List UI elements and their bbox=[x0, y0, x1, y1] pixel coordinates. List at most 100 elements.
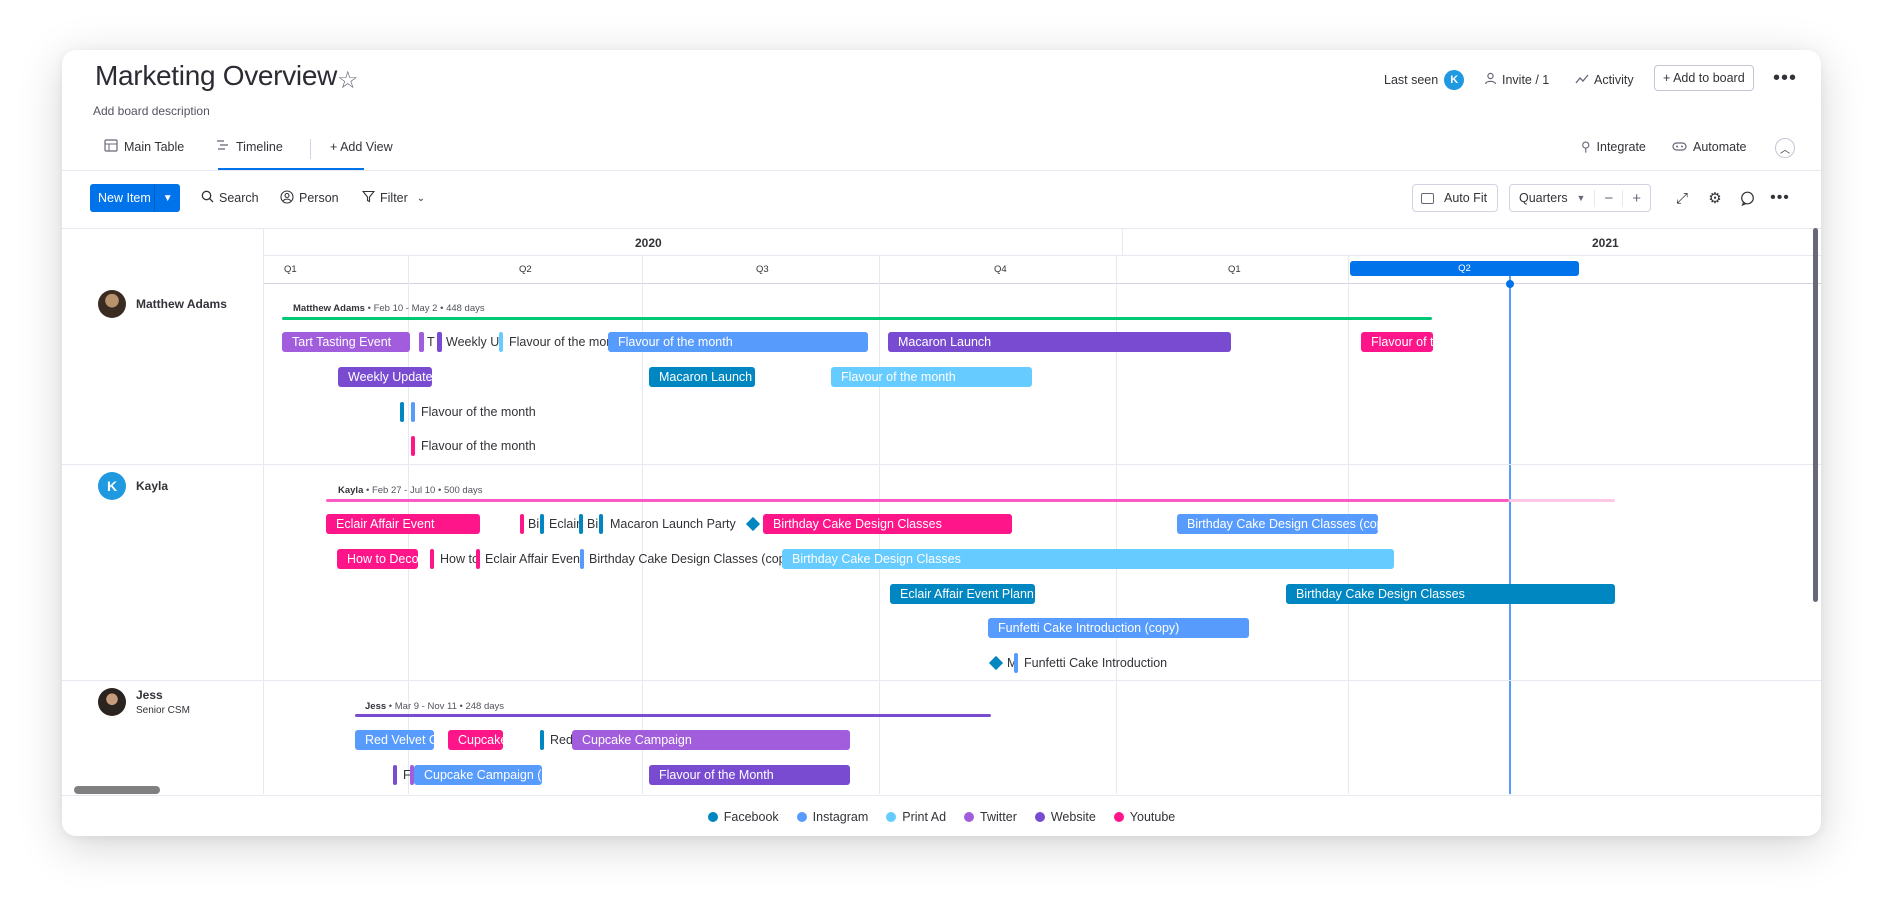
timeline-item[interactable]: Cupcake Campaign (c bbox=[414, 765, 542, 785]
timeline-item[interactable]: Macaron Launch bbox=[888, 332, 1231, 352]
timeline-item[interactable]: Cupcake bbox=[448, 730, 503, 750]
group-owner-jess[interactable]: Jess Senior CSM bbox=[98, 688, 190, 722]
horizontal-scrollbar[interactable] bbox=[74, 786, 160, 794]
tab-main-table[interactable]: Main Table bbox=[104, 136, 184, 158]
new-item-label: New Item bbox=[98, 191, 151, 205]
star-icon[interactable]: ☆ bbox=[337, 67, 359, 94]
auto-fit-button[interactable]: Auto Fit bbox=[1412, 184, 1498, 212]
group-owner-name-block: Jess Senior CSM bbox=[136, 688, 190, 718]
timeline-item-label: Funfetti Cake Introduction bbox=[1024, 656, 1168, 670]
timeline-item[interactable]: Weekly Update bbox=[338, 367, 432, 387]
timeline-item[interactable] bbox=[430, 549, 434, 569]
timeline-item[interactable]: Birthday Cake Design Classes bbox=[1286, 584, 1615, 604]
legend-swatch bbox=[1034, 811, 1045, 822]
timeline-item[interactable] bbox=[437, 332, 442, 352]
current-quarter-badge: Q2 bbox=[1350, 261, 1579, 276]
timeline-item[interactable] bbox=[393, 765, 397, 785]
last-seen[interactable]: Last seen K bbox=[1384, 66, 1465, 94]
integrate-button[interactable]: ⚲ Integrate bbox=[1581, 136, 1646, 158]
legend-item: Print Ad bbox=[886, 810, 946, 824]
legend-item: Instagram bbox=[796, 810, 868, 824]
timeline-item[interactable] bbox=[411, 436, 415, 456]
timeline-icon bbox=[216, 139, 230, 155]
more-options-icon[interactable]: ••• bbox=[1773, 66, 1798, 89]
tab-timeline[interactable]: Timeline bbox=[216, 136, 283, 158]
board-card: Marketing Overview ☆ Add board descripti… bbox=[62, 50, 1821, 836]
timeline-item[interactable]: Birthday Cake Design Classes bbox=[782, 549, 1394, 569]
timeline-item[interactable]: Eclair Affair Event bbox=[326, 514, 480, 534]
invite-button[interactable]: Invite / 1 bbox=[1484, 66, 1549, 94]
timeline-item[interactable]: Flavour of t bbox=[1361, 332, 1433, 352]
avatar: K bbox=[98, 472, 126, 500]
group-owner-kayla[interactable]: K Kayla bbox=[98, 472, 168, 506]
timeline-item[interactable]: Flavour of the month bbox=[831, 367, 1032, 387]
timeline-item[interactable] bbox=[1014, 653, 1018, 673]
timeline-item[interactable]: Birthday Cake Design Classes bbox=[763, 514, 1012, 534]
timeline-item-label: F bbox=[403, 768, 411, 782]
add-to-board-button[interactable]: + Add to board bbox=[1654, 64, 1754, 92]
group-column-border bbox=[263, 228, 264, 794]
group-owner-title: Senior CSM bbox=[136, 705, 190, 716]
timeline-item[interactable]: Red Velvet C bbox=[355, 730, 434, 750]
collapse-header-icon[interactable]: ︿ bbox=[1775, 138, 1795, 158]
search-button[interactable]: Search bbox=[201, 184, 259, 212]
timeline-item[interactable]: Flavour of the month bbox=[608, 332, 868, 352]
new-item-button[interactable]: New Item ▼ bbox=[90, 184, 180, 212]
board-description[interactable]: Add board description bbox=[93, 104, 210, 118]
timeline-item[interactable] bbox=[520, 514, 524, 534]
timeline-item[interactable]: Cupcake Campaign bbox=[572, 730, 850, 750]
automate-button[interactable]: Automate bbox=[1672, 136, 1747, 158]
year-divider bbox=[1122, 228, 1123, 255]
timeline-item[interactable] bbox=[579, 514, 583, 534]
timeline-item-label: Eclair bbox=[549, 517, 579, 531]
group-owner-matthew[interactable]: Matthew Adams bbox=[98, 290, 227, 324]
quarter-label: Q1 bbox=[1228, 264, 1241, 275]
timeline-item[interactable] bbox=[580, 549, 584, 569]
timeline-item[interactable] bbox=[540, 730, 544, 750]
timeline-item[interactable] bbox=[410, 765, 414, 785]
chat-icon[interactable] bbox=[1733, 184, 1761, 212]
timeline-item[interactable]: Flavour of the Month bbox=[649, 765, 850, 785]
timeline-item[interactable] bbox=[419, 332, 424, 352]
timeline-item[interactable] bbox=[400, 402, 404, 422]
timeline-item[interactable]: Birthday Cake Design Classes (cop bbox=[1177, 514, 1378, 534]
timeline-item-label: Eclair Affair Event bbox=[485, 552, 581, 566]
timeline-item[interactable]: Macaron Launch bbox=[649, 367, 755, 387]
fullscreen-icon[interactable]: ⤢ bbox=[1675, 189, 1688, 207]
filter-label: Filter bbox=[380, 191, 408, 205]
timeline-item[interactable] bbox=[499, 332, 503, 352]
timeline-item[interactable] bbox=[540, 514, 544, 534]
timeline-item-label: Flavour of the mon bbox=[509, 335, 614, 349]
zoom-select[interactable]: Quarters ▼ − + bbox=[1509, 184, 1651, 212]
filter-button[interactable]: Filter ⌄ bbox=[361, 184, 425, 212]
timeline-item[interactable]: Funfetti Cake Introduction (copy) bbox=[988, 618, 1249, 638]
quarter-label: Q1 bbox=[284, 264, 297, 275]
avatar bbox=[98, 688, 126, 716]
activity-button[interactable]: Activity bbox=[1575, 66, 1634, 94]
timeline-item[interactable]: Eclair Affair Event Plann bbox=[890, 584, 1035, 604]
timeline-item[interactable]: Tart Tasting Event bbox=[282, 332, 410, 352]
legend-label: Youtube bbox=[1129, 809, 1176, 824]
board-title[interactable]: Marketing Overview bbox=[95, 60, 338, 91]
vertical-scrollbar[interactable] bbox=[1813, 228, 1818, 602]
timeline-item[interactable] bbox=[599, 514, 603, 534]
zoom-select-value: Quarters bbox=[1519, 191, 1568, 205]
timeline-item[interactable] bbox=[411, 402, 415, 422]
person-filter-button[interactable]: Person bbox=[280, 184, 339, 212]
zoom-in-button[interactable]: + bbox=[1622, 189, 1650, 207]
year-row-border bbox=[264, 255, 1821, 256]
milestone-diamond[interactable] bbox=[745, 516, 761, 532]
quarter-label: Q4 bbox=[994, 264, 1007, 275]
tabs-divider bbox=[62, 170, 1821, 171]
last-seen-label: Last seen bbox=[1384, 73, 1439, 87]
timeline-item-label: Flavour of the month bbox=[421, 405, 536, 419]
settings-icon[interactable]: ⚙ bbox=[1708, 190, 1722, 207]
add-view-button[interactable]: + Add View bbox=[330, 140, 393, 154]
zoom-out-button[interactable]: − bbox=[1594, 189, 1622, 207]
chevron-down-icon[interactable]: ▼ bbox=[162, 192, 173, 204]
timeline-item[interactable] bbox=[476, 549, 480, 569]
milestone-diamond[interactable] bbox=[988, 655, 1004, 671]
timeline-item[interactable]: How to Deco bbox=[337, 549, 418, 569]
more-options-icon[interactable]: ••• bbox=[1770, 189, 1790, 206]
timeline-item-label: How to bbox=[440, 552, 479, 566]
